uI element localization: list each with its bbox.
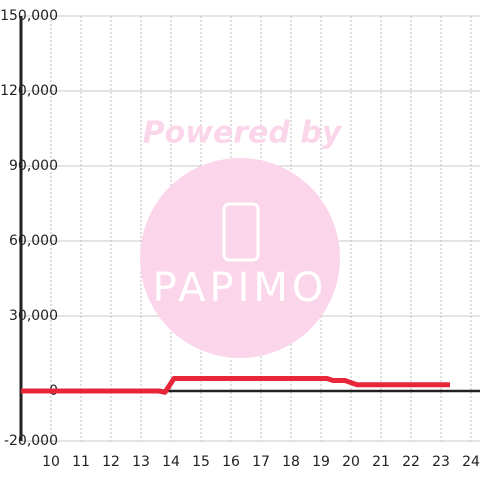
watermark-circle — [140, 158, 340, 358]
x-tick-label: 17 — [252, 454, 270, 470]
data-line — [21, 376, 450, 395]
watermark-text: Powered by — [143, 116, 343, 151]
x-tick-label: 21 — [372, 454, 390, 470]
x-tick-label: 23 — [432, 454, 450, 470]
x-tick-label: 11 — [72, 454, 90, 470]
x-tick-label: 14 — [162, 454, 180, 470]
y-tick-label: -20,000 — [4, 433, 58, 449]
x-tick-label: 12 — [102, 454, 120, 470]
watermark: Powered by PAPIMO — [140, 116, 343, 358]
x-tick-label: 18 — [282, 454, 300, 470]
x-tick-label: 20 — [342, 454, 360, 470]
y-tick-label: 120,000 — [0, 83, 58, 99]
x-tick-label: 24 — [462, 454, 480, 470]
x-tick-label: 19 — [312, 454, 330, 470]
x-tick-label: 15 — [192, 454, 210, 470]
x-tick-label: 22 — [402, 454, 420, 470]
y-tick-label: 90,000 — [9, 158, 58, 174]
x-tick-label: 13 — [132, 454, 150, 470]
y-tick-label: 60,000 — [9, 233, 58, 249]
x-tick-label: 10 — [42, 454, 60, 470]
watermark-icon — [222, 202, 260, 262]
watermark-text: PAPIMO — [153, 265, 328, 311]
x-tick-label: 16 — [222, 454, 240, 470]
y-tick-label: 30,000 — [9, 308, 58, 324]
y-tick-label: 150,000 — [0, 8, 58, 24]
